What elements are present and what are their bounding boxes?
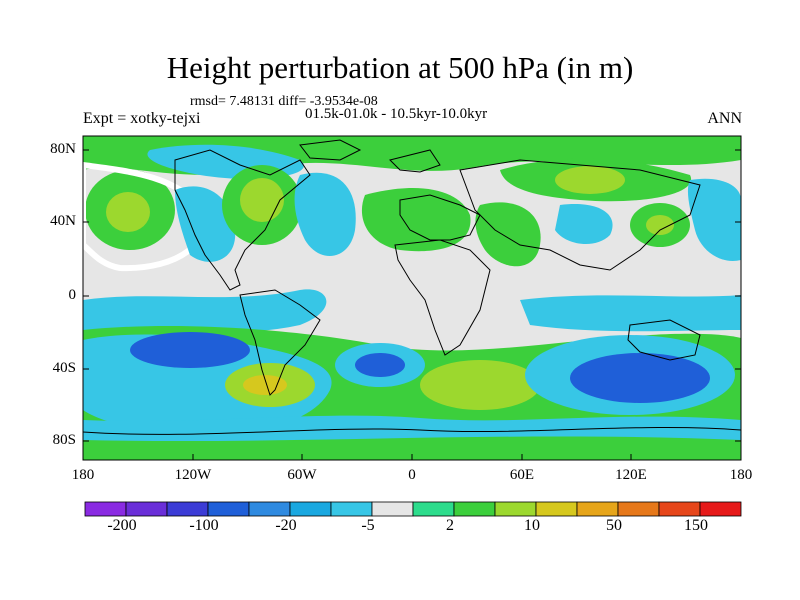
y-tick-label: 0 — [68, 287, 77, 303]
pacific-yellow — [106, 192, 150, 232]
x-tick-label: 0 — [408, 467, 416, 483]
sw-pacific-darkblue — [130, 332, 250, 368]
colorbar-swatch — [125, 501, 168, 517]
y-tick-label: 80S — [52, 432, 76, 448]
colorbar-swatch — [576, 501, 619, 517]
colorbar-label: 50 — [606, 517, 622, 534]
stats-subtitle: rmsd= 7.48131 diff= -3.9534e-08 — [190, 94, 378, 109]
x-tick-label: 180 — [729, 467, 753, 483]
plot-title: Height perturbation at 500 hPa (in m) — [166, 50, 634, 85]
x-tick-label: 120E — [615, 467, 647, 483]
colorbar-swatch — [207, 501, 250, 517]
colorbar-label: 10 — [524, 517, 540, 534]
coastlines — [83, 139, 741, 435]
colorbar-swatch — [412, 501, 455, 517]
colorbar-label: -100 — [189, 517, 219, 534]
x-ticks — [82, 454, 742, 460]
equatorial-blue-east — [520, 295, 741, 332]
y-tick-label: 40S — [52, 360, 76, 376]
ne-pacific-blue — [687, 178, 741, 261]
colorbar-swatch — [494, 501, 537, 517]
y-tick-label: 80N — [50, 141, 76, 157]
map-field — [83, 136, 741, 460]
colorbar-swatch — [371, 501, 414, 517]
asia-yellow — [555, 166, 625, 194]
colorbar-label: -200 — [107, 517, 137, 534]
equatorial-blue-west — [83, 289, 327, 334]
africa-green — [475, 202, 541, 267]
colorbar-label: -20 — [275, 517, 297, 534]
colorbar-swatch — [248, 501, 291, 517]
y-ticks — [83, 149, 741, 442]
colorbar-swatch — [453, 501, 496, 517]
x-tick-label: 120W — [174, 467, 212, 483]
colorbar-label: 150 — [684, 517, 708, 534]
x-tick-label: 60E — [509, 467, 535, 483]
asia-blue — [555, 204, 613, 245]
colorbar-swatch — [699, 501, 742, 517]
colorbar-swatch — [330, 501, 373, 517]
samerica-orange — [243, 375, 287, 395]
colorbar-swatch — [166, 501, 209, 517]
antarctic-green — [83, 436, 741, 460]
season-label: ANN — [707, 110, 742, 127]
colorbar-swatch — [289, 501, 332, 517]
x-tick-label: 60W — [287, 467, 317, 483]
y-tick-label: 40N — [50, 213, 76, 229]
colorbar — [84, 501, 742, 517]
colorbar-swatch — [658, 501, 701, 517]
colorbar-label: -5 — [361, 517, 375, 534]
experiment-label: Expt = xotky-tejxi — [83, 110, 201, 127]
colorbar-label: 2 — [446, 517, 454, 534]
japan-yellow — [646, 215, 674, 235]
x-tick-label: 180 — [71, 467, 95, 483]
colorbar-swatch — [535, 501, 578, 517]
sindian-yellow — [420, 360, 540, 410]
atlantic-blue — [294, 172, 356, 257]
europe-green — [361, 187, 471, 252]
colorbar-swatch — [84, 501, 127, 517]
period-subtitle: 01.5k-01.0k - 10.5kyr-10.0kyr — [305, 106, 488, 122]
namerica-yellow — [240, 178, 284, 222]
pacific-east-blue — [175, 186, 236, 262]
aus-darkblue — [570, 353, 710, 403]
colorbar-swatch — [617, 501, 660, 517]
satlantic-darkblue — [355, 353, 405, 377]
